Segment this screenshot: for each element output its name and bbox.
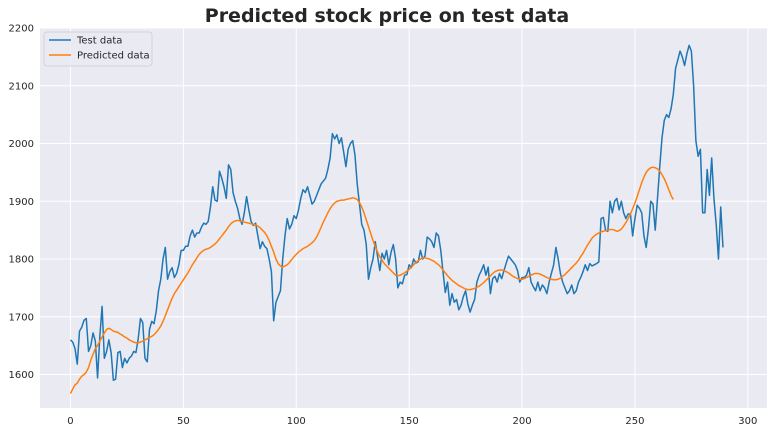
chart-title: Predicted stock price on test data bbox=[205, 5, 569, 27]
x-tick-label: 300 bbox=[738, 416, 757, 427]
series-lines bbox=[69, 44, 724, 394]
y-tick-label: 1800 bbox=[9, 255, 34, 266]
legend-label-predicted-data: Predicted data bbox=[77, 51, 150, 62]
x-tick-label: 50 bbox=[177, 416, 190, 427]
y-tick-label: 2200 bbox=[9, 24, 34, 35]
y-tick-label: 2100 bbox=[9, 81, 34, 92]
y-tick-label: 1700 bbox=[9, 312, 34, 323]
x-tick-label: 200 bbox=[512, 416, 531, 427]
legend-label-test-data: Test data bbox=[76, 36, 122, 47]
y-tick-label: 1900 bbox=[9, 197, 34, 208]
x-tick-label: 250 bbox=[625, 416, 644, 427]
x-tick-label: 100 bbox=[287, 416, 306, 427]
series-line-predicted-data bbox=[69, 166, 674, 394]
series-line-test-data bbox=[69, 44, 724, 382]
y-tick-label: 2000 bbox=[9, 139, 34, 150]
tick-labels: 0 50 100 150 200 250 300 1600 1700 1800 1900 2000 21… bbox=[9, 24, 758, 428]
plot-area bbox=[40, 28, 767, 408]
y-tick-label: 1600 bbox=[9, 370, 34, 381]
x-tick-label: 150 bbox=[400, 416, 419, 427]
x-tick-label: 0 bbox=[67, 416, 73, 427]
legend: Test data Predicted data bbox=[43, 31, 153, 67]
